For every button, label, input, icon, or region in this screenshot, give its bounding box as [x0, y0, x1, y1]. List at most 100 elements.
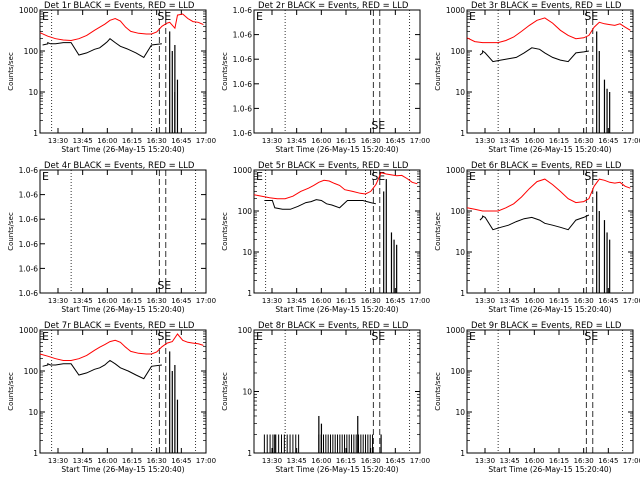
marker-E: E [42, 10, 49, 23]
x-tick-label: 16:00 [97, 457, 117, 465]
y-tick-label: 10 [242, 248, 252, 257]
panel-det-7: Det 7r BLACK = Events, RED = LLD Counts/s… [7, 321, 216, 474]
marker-E: E [256, 170, 263, 183]
y-tick-label: 1.0-6 [233, 55, 253, 64]
y-axis-label: Counts/sec [7, 52, 15, 91]
x-tick-label: 16:15 [549, 297, 569, 305]
x-tick-label: 13:30 [475, 137, 495, 145]
panel-det-3: Det 3r BLACK = Events, RED = LLD Counts/s… [434, 1, 640, 154]
x-tick-label: 13:30 [48, 297, 68, 305]
plot-frame [39, 329, 207, 454]
x-tick-label: 13:45 [500, 297, 520, 305]
y-tick-label: 1.0-6 [233, 80, 253, 89]
y-axis-label: Counts/sec [7, 212, 15, 251]
series-line-black [479, 214, 590, 231]
panel-title: Det 6r BLACK = Events, RED = LLD [471, 161, 622, 171]
marker-E: E [42, 170, 49, 183]
x-tick-label: 16:00 [311, 297, 331, 305]
x-tick-label: 16:30 [147, 457, 167, 465]
x-tick-label: 13:30 [262, 457, 282, 465]
x-tick-label: 13:45 [287, 297, 307, 305]
marker-E: E [42, 330, 49, 343]
panel-title: Det 4r BLACK = Events, RED = LLD [44, 161, 195, 171]
x-tick-label: 16:30 [361, 137, 381, 145]
x-tick-label: 13:30 [48, 457, 68, 465]
y-tick-label: 10 [455, 248, 465, 257]
x-tick-label: 16:45 [598, 457, 618, 465]
plot-frame [39, 169, 207, 294]
y-tick-label: 1.0-6 [19, 191, 39, 200]
x-tick-label: 13:45 [287, 137, 307, 145]
x-tick-label: 13:45 [500, 457, 520, 465]
x-tick-label: 16:30 [361, 457, 381, 465]
y-axis-label: Counts/sec [221, 372, 229, 411]
y-axis-label: Counts/sec [434, 372, 442, 411]
x-tick-label: 16:00 [524, 137, 544, 145]
y-tick-label: 10 [455, 408, 465, 417]
series-line-red [39, 333, 204, 361]
x-tick-label: 16:30 [361, 297, 381, 305]
marker-SE: SE [371, 119, 385, 132]
y-tick-label: 1 [247, 449, 252, 458]
x-tick-label: 16:15 [336, 457, 356, 465]
x-tick-label: 16:30 [574, 297, 594, 305]
panel-det-6: Det 6r BLACK = Events, RED = LLD Counts/s… [434, 161, 640, 314]
x-axis-label: Start Time (26-May-15 15:20:40) [488, 145, 611, 154]
x-tick-label: 16:30 [147, 297, 167, 305]
x-tick-label: 13:30 [262, 297, 282, 305]
x-axis-label: Start Time (26-May-15 15:20:40) [61, 145, 184, 154]
x-axis-label: Start Time (26-May-15 15:20:40) [488, 465, 611, 474]
y-tick-label: 100 [451, 207, 466, 216]
x-tick-label: 16:15 [549, 137, 569, 145]
marker-SE: SE [371, 170, 385, 183]
y-tick-label: 1 [460, 289, 465, 298]
x-tick-label: 16:15 [336, 297, 356, 305]
x-tick-label: 13:45 [73, 137, 93, 145]
marker-E: E [256, 10, 263, 23]
panel-det-4: Det 4r BLACK = Events, RED = LLD Counts/s… [7, 161, 216, 314]
x-tick-label: 16:45 [171, 297, 191, 305]
x-tick-label: 16:00 [524, 457, 544, 465]
panel-det-5: Det 5r BLACK = Events, RED = LLD Counts/s… [221, 161, 430, 314]
x-axis-label: Start Time (26-May-15 15:20:40) [61, 465, 184, 474]
x-tick-label: 13:30 [475, 297, 495, 305]
y-tick-label: 1.0-6 [233, 129, 253, 138]
marker-SE: SE [584, 10, 598, 23]
x-tick-label: 16:00 [524, 297, 544, 305]
x-tick-label: 16:00 [97, 297, 117, 305]
x-tick-label: 17:00 [623, 457, 640, 465]
marker-SE: SE [584, 330, 598, 343]
x-tick-label: 16:45 [385, 137, 405, 145]
x-tick-label: 16:00 [311, 137, 331, 145]
y-tick-label: 100 [24, 367, 39, 376]
x-tick-label: 17:00 [410, 297, 430, 305]
panel-title: Det 5r BLACK = Events, RED = LLD [258, 161, 409, 171]
x-tick-label: 16:15 [122, 457, 142, 465]
x-tick-label: 16:45 [171, 137, 191, 145]
x-tick-label: 13:30 [48, 137, 68, 145]
y-tick-label: 1.0-6 [19, 240, 39, 249]
marker-E: E [469, 10, 476, 23]
y-tick-label: 1000 [233, 166, 252, 175]
marker-SE: SE [371, 330, 385, 343]
y-tick-label: 1000 [19, 6, 38, 15]
panel-title: Det 9r BLACK = Events, RED = LLD [471, 321, 622, 331]
y-tick-label: 1.0-6 [233, 6, 253, 15]
series-line-black [42, 38, 162, 59]
y-tick-label: 1.0-6 [19, 264, 39, 273]
y-axis-label: Counts/sec [434, 52, 442, 91]
x-tick-label: 16:15 [122, 137, 142, 145]
x-tick-label: 13:45 [73, 457, 93, 465]
x-tick-label: 17:00 [196, 297, 216, 305]
y-tick-label: 100 [238, 207, 253, 216]
x-tick-label: 13:45 [287, 457, 307, 465]
panel-title: Det 8r BLACK = Events, RED = LLD [258, 321, 409, 331]
y-tick-label: 1000 [19, 326, 38, 335]
panel-title: Det 1r BLACK = Events, RED = LLD [44, 1, 195, 11]
x-tick-label: 16:30 [574, 137, 594, 145]
y-tick-label: 1 [33, 129, 38, 138]
marker-E: E [469, 330, 476, 343]
x-axis-label: Start Time (26-May-15 15:20:40) [275, 145, 398, 154]
y-axis-label: Counts/sec [7, 372, 15, 411]
